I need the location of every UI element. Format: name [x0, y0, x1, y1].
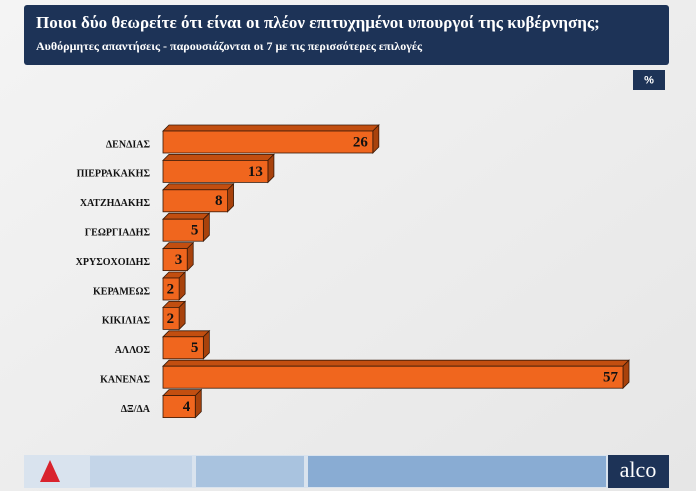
logo-icon: [40, 460, 60, 482]
category-label: ΧΡΥΣΟΧΟΙΔΗΣ: [76, 257, 151, 268]
category-label: ΔΕΝΔΙΑΣ: [106, 139, 151, 150]
value-label: 4: [183, 399, 191, 415]
chart-title: Ποιοι δύο θεωρείτε ότι είναι οι πλέον επ…: [36, 13, 600, 32]
bar-top: [162, 154, 275, 161]
bar: [162, 277, 180, 301]
category-label: ΠΙΕΡΡΑΚΑΚΗΣ: [77, 169, 151, 180]
category-label: ΚΕΡΑΜΕΩΣ: [93, 286, 150, 297]
category-label: ΑΛΛΟΣ: [115, 345, 151, 356]
bar: [162, 189, 228, 213]
bar-top: [162, 124, 380, 132]
bar-top: [162, 389, 203, 396]
bar: [162, 218, 204, 242]
footer-block: [196, 456, 304, 487]
value-label: 3: [175, 252, 183, 268]
logo-box: [608, 455, 669, 488]
value-label: 8: [215, 193, 223, 209]
category-label: ΚΙΚΙΛΙΑΣ: [102, 316, 151, 327]
category-label: ΚΑΝΕΝΑΣ: [100, 374, 150, 385]
bar: [162, 130, 374, 154]
value-label: 26: [353, 134, 369, 150]
value-label: 5: [191, 340, 199, 356]
logo: alco: [620, 457, 657, 482]
bar: [162, 159, 269, 183]
category-label: ΧΑΤΖΗΔΑΚΗΣ: [80, 198, 151, 209]
bar: [162, 365, 624, 389]
footer-block: [90, 456, 192, 487]
chart-subtitle: Αυθόρμητες απαντήσεις - παρουσιάζονται ο…: [36, 39, 423, 53]
value-label: 2: [167, 281, 175, 297]
unit-label: %: [644, 74, 654, 86]
bar-top: [162, 212, 211, 220]
footer: alco: [24, 455, 669, 488]
value-label: 13: [248, 164, 263, 180]
category-label: ΔΞ/ΔΑ: [121, 404, 151, 415]
bar: [162, 336, 204, 360]
value-label: 2: [167, 311, 175, 327]
header: [24, 5, 669, 65]
value-label: 57: [603, 370, 619, 386]
footer-block: [308, 456, 606, 487]
bar: [162, 306, 180, 330]
value-label: 5: [191, 223, 199, 239]
bar-top: [162, 359, 630, 367]
bar-top: [162, 330, 211, 338]
bar: [162, 248, 188, 272]
bar-top: [162, 183, 235, 191]
bar: [162, 395, 196, 419]
category-label: ΓΕΩΡΓΙΑΔΗΣ: [85, 227, 151, 238]
unit-box: [633, 70, 665, 90]
